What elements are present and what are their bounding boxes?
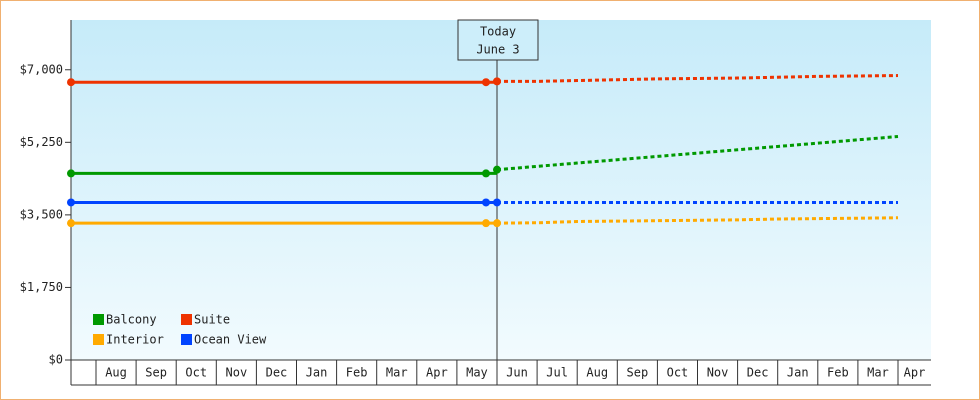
forecast-line: [496, 216, 899, 225]
x-tick-label: May: [466, 366, 488, 380]
point: [67, 198, 75, 207]
point: [482, 78, 490, 87]
forecast-line: [497, 74, 899, 83]
point: [493, 165, 501, 174]
x-tick-label: Apr: [904, 366, 926, 380]
y-tick-label: $3,500: [20, 207, 63, 221]
plot-area: [71, 20, 931, 360]
point: [67, 78, 75, 87]
x-tick-label: Nov: [226, 366, 248, 380]
legend-swatch: [181, 334, 192, 345]
y-tick-label: $0: [49, 353, 63, 367]
y-tick-label: $1,750: [20, 280, 63, 294]
x-tick-label: Dec: [266, 366, 288, 380]
point: [493, 77, 501, 86]
x-tick-label: Oct: [667, 366, 689, 380]
x-tick-label: Sep: [145, 366, 167, 380]
x-tick-label: Jul: [546, 366, 568, 380]
x-tick-label: Mar: [386, 366, 408, 380]
x-tick-label: Feb: [827, 366, 849, 380]
x-tick-label: Aug: [586, 366, 608, 380]
legend-label: Interior: [106, 333, 164, 347]
legend-swatch: [93, 314, 104, 325]
point: [493, 198, 501, 207]
today-label: Today: [480, 25, 516, 39]
point: [67, 169, 75, 178]
point: [482, 198, 490, 207]
x-tick-label: Jun: [506, 366, 528, 380]
x-tick-label: Aug: [105, 366, 127, 380]
x-tick-label: Jan: [306, 366, 328, 380]
point: [67, 219, 75, 228]
point: [482, 219, 490, 228]
point: [493, 219, 501, 228]
legend-swatch: [181, 314, 192, 325]
y-tick-label: $5,250: [20, 135, 63, 149]
legend-label: Ocean View: [194, 333, 267, 347]
legend-label: Balcony: [106, 313, 157, 327]
x-tick-label: Jan: [787, 366, 809, 380]
y-tick-label: $7,000: [20, 62, 63, 76]
x-tick-label: Mar: [867, 366, 889, 380]
legend-swatch: [93, 334, 104, 345]
x-tick-label: Oct: [185, 366, 207, 380]
x-tick-label: Apr: [426, 366, 448, 380]
today-label: June 3: [476, 43, 519, 57]
legend-label: Suite: [194, 313, 230, 327]
x-tick-label: Nov: [707, 366, 729, 380]
x-tick-label: Sep: [627, 366, 649, 380]
point: [482, 169, 490, 178]
x-tick-label: Dec: [747, 366, 769, 380]
x-tick-label: Feb: [346, 366, 368, 380]
today-box: [457, 19, 539, 61]
